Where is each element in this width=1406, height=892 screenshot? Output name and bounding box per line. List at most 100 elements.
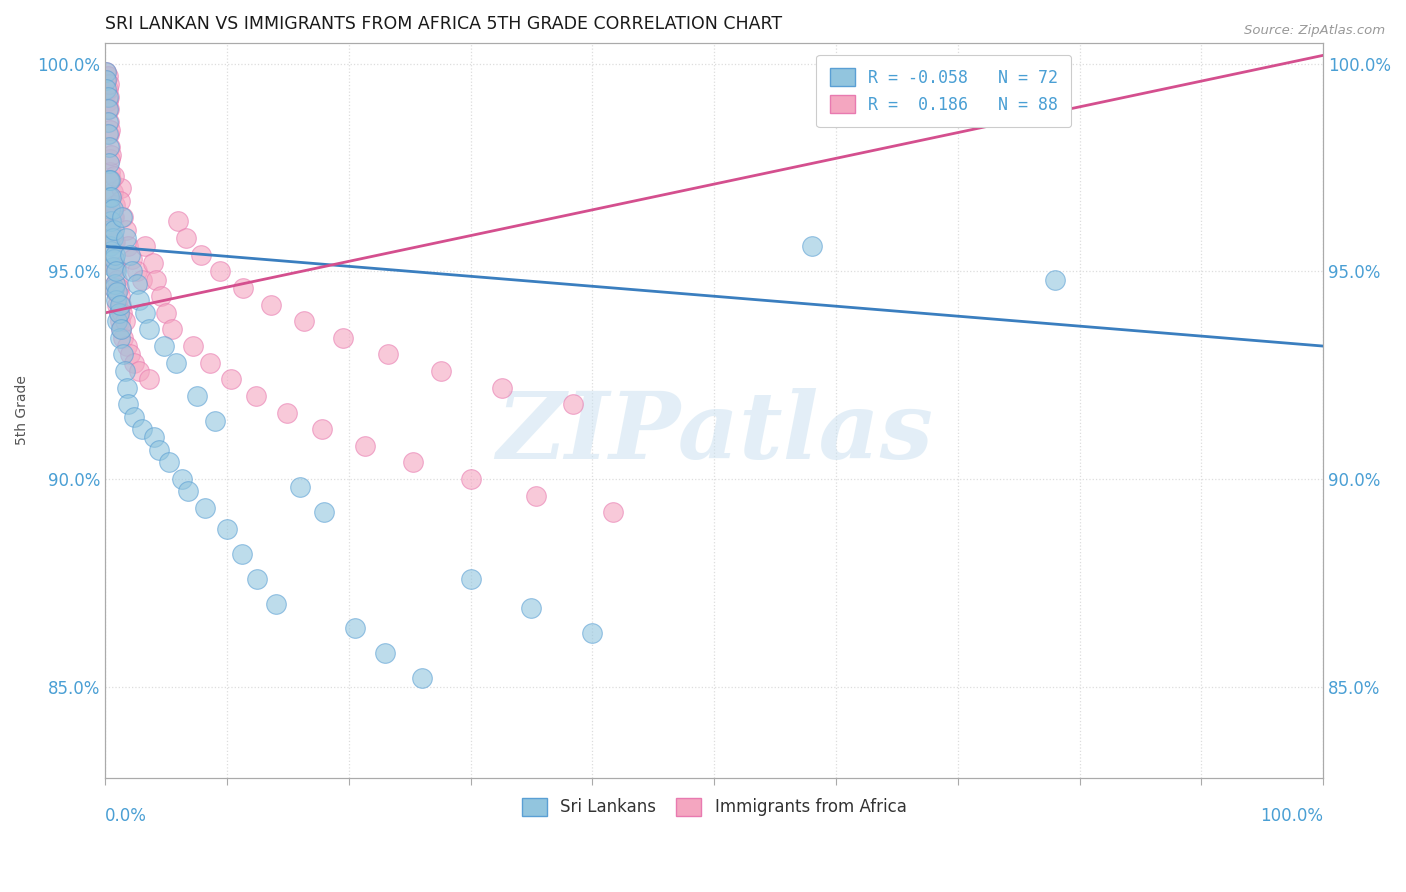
Point [167,214,190,228]
Point [105,272,128,286]
Point [246,572,269,586]
Point [118,347,141,361]
Point [198,356,221,370]
Point [148,442,170,457]
Text: SRI LANKAN VS IMMIGRANTS FROM AFRICA 5TH GRADE CORRELATION CHART: SRI LANKAN VS IMMIGRANTS FROM AFRICA 5TH… [105,15,782,33]
Point [97,103,120,117]
Point [377,347,399,361]
Point [245,389,267,403]
Point [204,414,226,428]
Point [128,293,150,308]
Point [96,81,118,95]
Point [104,235,127,250]
Point [97,103,120,117]
Text: 100.0%: 100.0% [1260,807,1323,825]
Point [98,239,121,253]
Point [145,272,167,286]
Point [276,405,298,419]
Point [105,260,128,275]
Point [111,306,134,320]
Point [170,472,193,486]
Point [150,289,173,303]
Point [97,173,120,187]
Point [105,285,128,299]
Point [232,281,254,295]
Point [138,322,160,336]
Point [125,264,148,278]
Point [314,505,336,519]
Point [101,186,124,200]
Point [100,148,122,162]
Point [800,239,823,253]
Point [103,252,125,266]
Point [105,264,128,278]
Point [115,381,138,395]
Point [101,260,124,275]
Point [98,152,121,166]
Point [97,90,120,104]
Point [311,422,333,436]
Point [97,139,120,153]
Point [157,455,180,469]
Point [105,297,128,311]
Point [114,364,136,378]
Point [101,231,124,245]
Point [105,285,128,299]
Legend: Sri Lankans, Immigrants from Africa: Sri Lankans, Immigrants from Africa [513,789,915,825]
Point [353,439,375,453]
Point [110,297,132,311]
Point [104,260,127,275]
Point [110,181,132,195]
Point [104,198,127,212]
Point [107,306,129,320]
Point [103,281,125,295]
Point [131,422,153,436]
Point [111,211,134,225]
Point [101,227,124,241]
Point [343,622,366,636]
Point [97,103,120,117]
Point [142,430,165,444]
Point [97,90,120,104]
Point [124,409,146,424]
Point [105,293,128,308]
Point [121,252,143,266]
Point [128,364,150,378]
Point [97,128,120,142]
Point [117,239,139,253]
Point [96,73,118,87]
Point [101,211,124,225]
Point [208,264,231,278]
Point [121,264,143,278]
Point [430,364,453,378]
Point [98,202,121,216]
Point [97,81,120,95]
Point [97,69,120,83]
Point [115,339,138,353]
Point [98,173,121,187]
Point [112,347,135,361]
Point [117,397,139,411]
Point [190,248,212,262]
Point [108,297,131,311]
Point [97,115,120,129]
Point [110,322,132,336]
Point [194,501,217,516]
Point [96,73,118,87]
Point [374,647,396,661]
Point [264,597,287,611]
Point [107,281,129,295]
Point [97,156,120,170]
Point [114,314,136,328]
Point [165,356,187,370]
Point [160,322,183,336]
Point [524,489,547,503]
Point [97,78,120,92]
Point [100,202,122,216]
Point [602,505,624,519]
Point [104,277,127,291]
Point [104,277,127,291]
Point [112,211,135,225]
Point [100,244,122,258]
Point [115,223,138,237]
